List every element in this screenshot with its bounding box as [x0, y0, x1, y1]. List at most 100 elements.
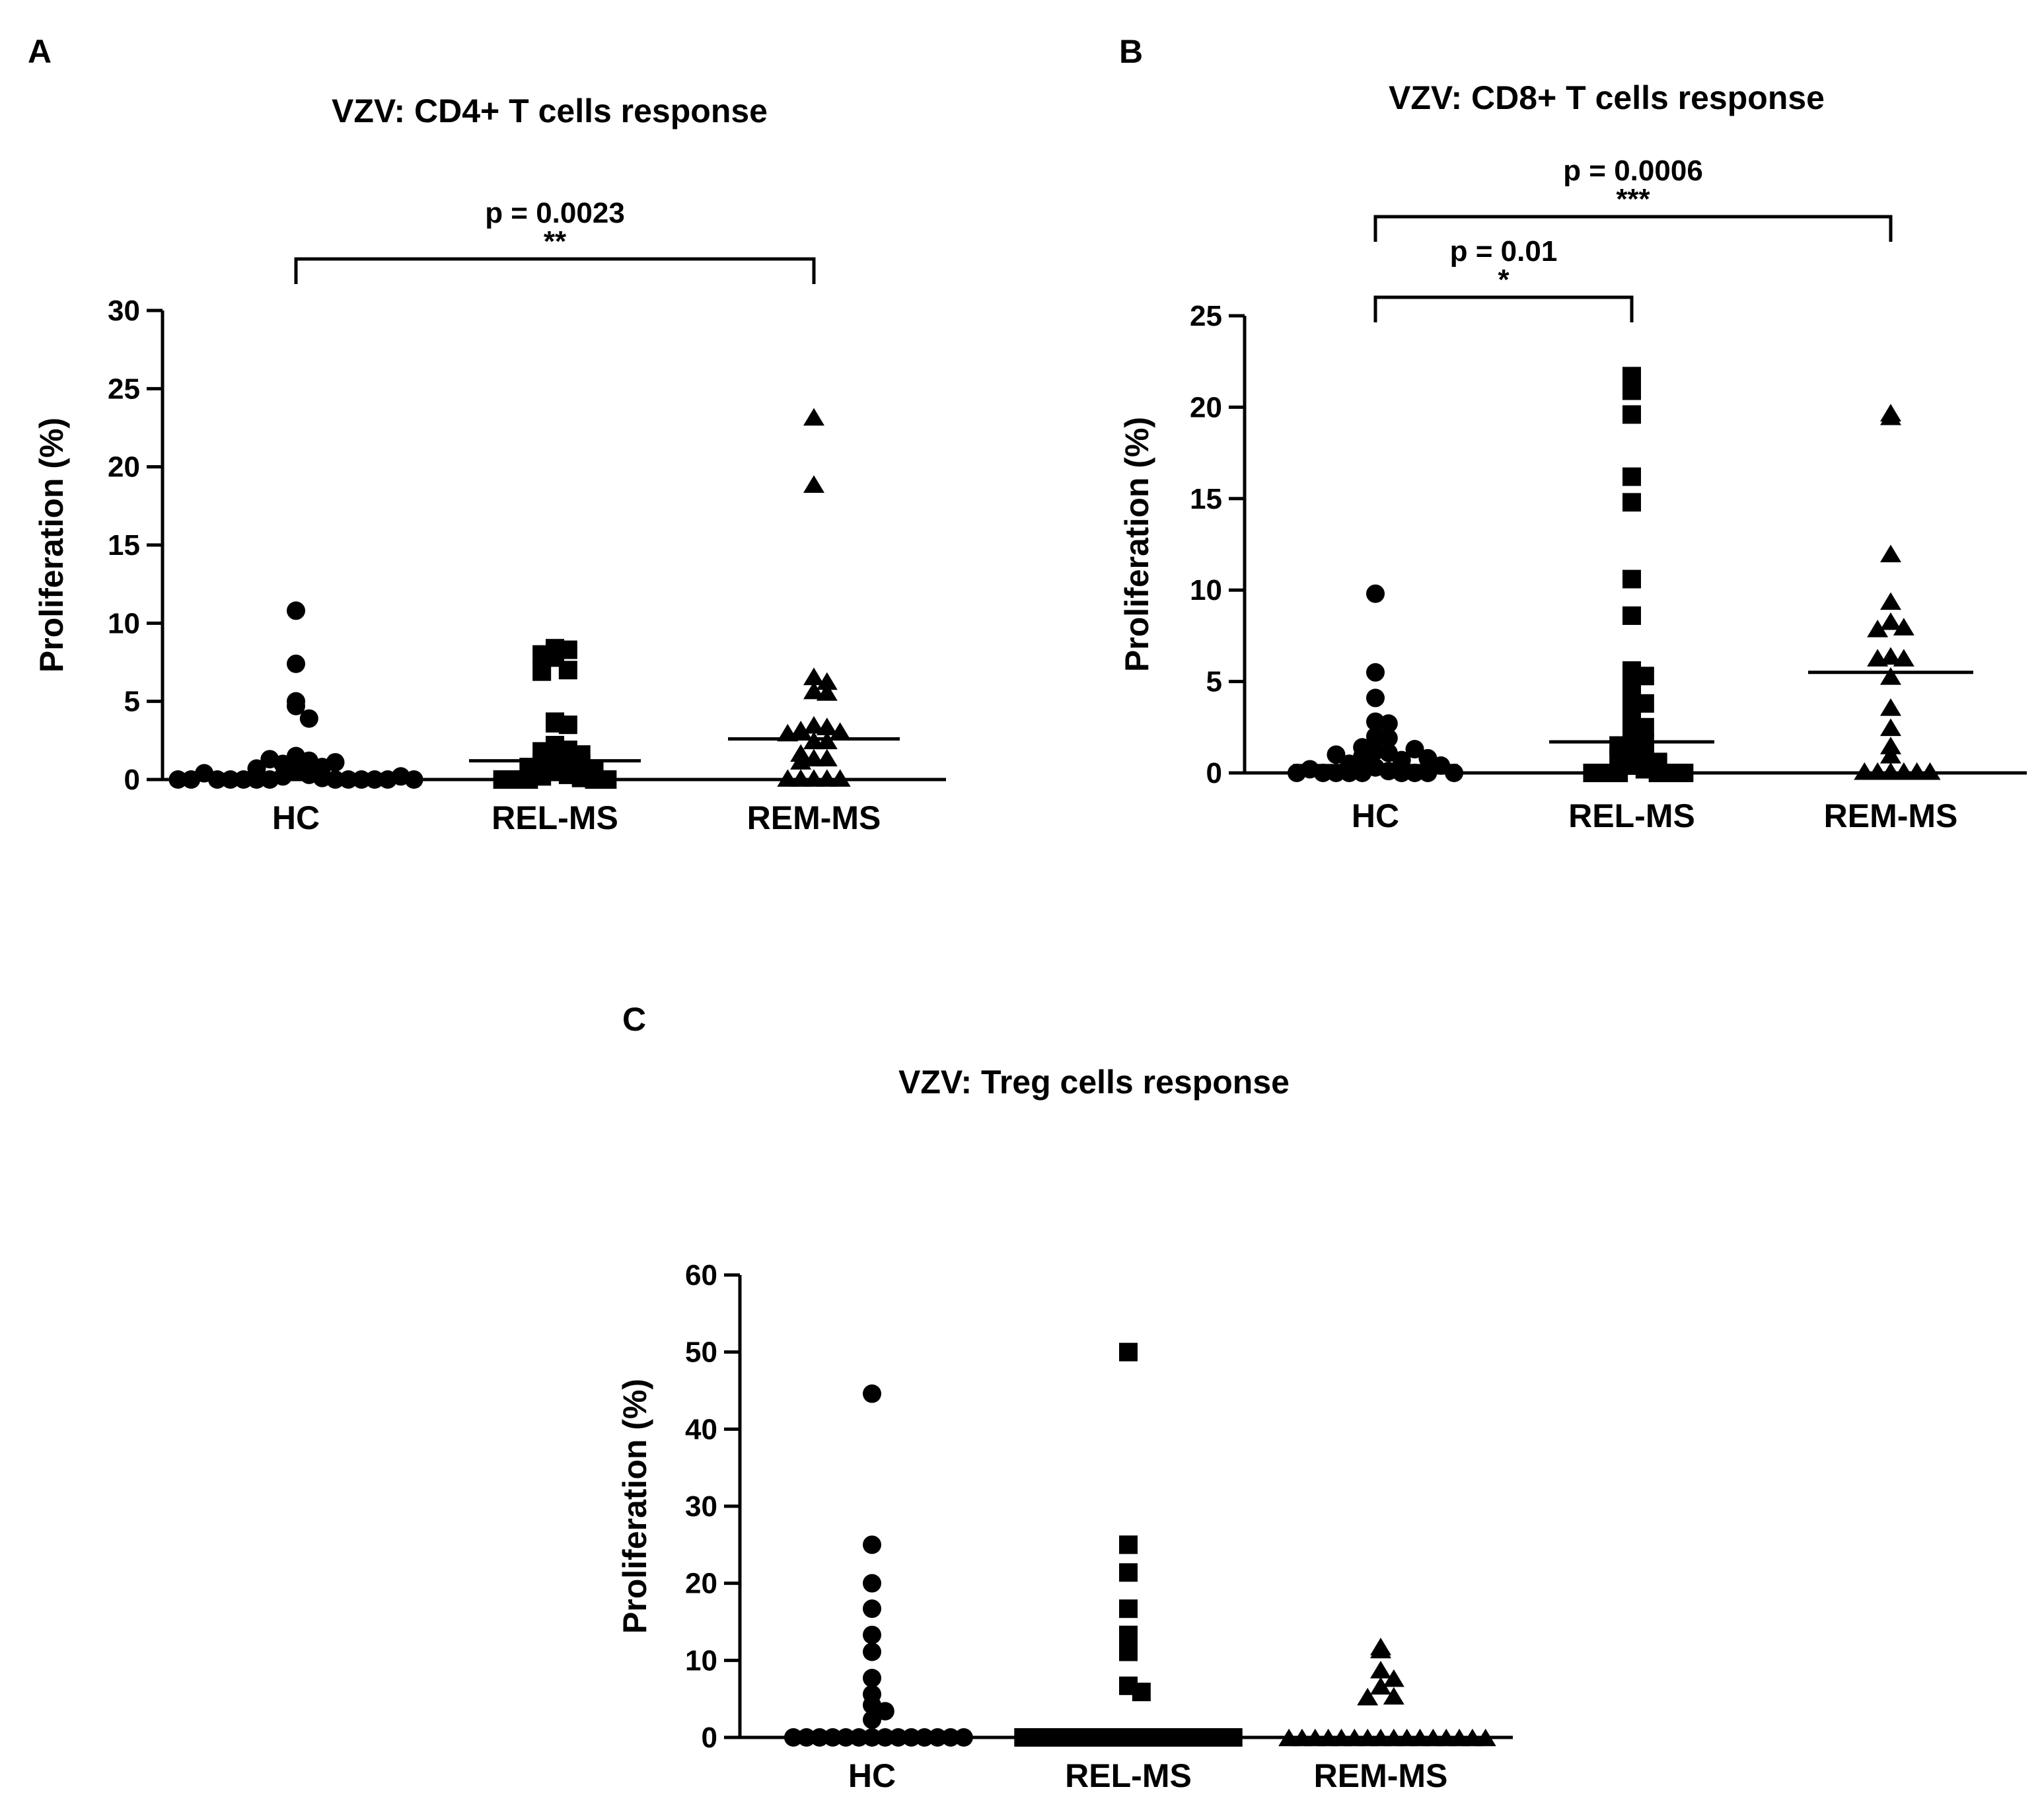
- data-point: [803, 475, 824, 493]
- data-point: [1278, 1728, 1300, 1747]
- data-point: [404, 770, 423, 789]
- data-point: [1675, 764, 1694, 782]
- data-point: [260, 750, 279, 769]
- data-point: [803, 715, 824, 734]
- data-point: [1370, 1661, 1391, 1679]
- panel-label: C: [622, 1001, 646, 1038]
- data-point: [1880, 544, 1901, 563]
- data-point: [1622, 606, 1641, 625]
- x-tick-label: HC: [848, 1757, 896, 1794]
- x-tick-label: REL-MS: [1065, 1757, 1192, 1794]
- x-tick-label: REM-MS: [1824, 797, 1958, 834]
- data-point: [1223, 1728, 1243, 1747]
- y-tick-label: 10: [108, 607, 140, 639]
- data-point: [790, 720, 812, 739]
- data-point: [816, 683, 838, 701]
- y-tick-label: 25: [1190, 300, 1222, 332]
- data-point: [287, 692, 305, 711]
- data-point: [1353, 764, 1372, 782]
- data-point: [1880, 647, 1901, 665]
- data-point: [1366, 688, 1385, 708]
- data-point: [1379, 714, 1398, 733]
- significance-bracket: [1373, 215, 1893, 242]
- data-point: [1353, 738, 1372, 757]
- data-point: [1445, 764, 1464, 782]
- data-point: [1327, 745, 1346, 764]
- y-axis-label: Proliferation (%): [1118, 417, 1155, 672]
- panel-label: B: [1119, 33, 1143, 70]
- data-point: [1583, 764, 1602, 782]
- data-point: [558, 640, 577, 659]
- data-point: [182, 770, 201, 789]
- y-tick-label: 10: [685, 1644, 717, 1677]
- data-point: [1867, 620, 1889, 637]
- data-point: [1609, 736, 1628, 755]
- data-point: [1119, 1599, 1138, 1619]
- y-tick-label: 25: [108, 373, 140, 405]
- data-point: [863, 1710, 881, 1729]
- data-point: [1405, 764, 1424, 782]
- x-tick-label: REM-MS: [1314, 1757, 1448, 1794]
- y-tick-label: 10: [1190, 574, 1222, 606]
- data-point: [546, 712, 564, 731]
- data-point: [863, 1574, 881, 1593]
- data-point: [1622, 467, 1641, 486]
- data-point: [585, 760, 604, 780]
- panel-c: C VZV: Treg cells response 0 10 20 30 40 50 60 Pr…: [616, 1001, 1513, 1794]
- y-tick-label: 5: [1206, 666, 1222, 698]
- chart-title: VZV: CD4+ T cells response: [332, 92, 768, 129]
- data-point: [1370, 1638, 1391, 1656]
- y-tick-label: 50: [685, 1336, 717, 1369]
- data-point: [1880, 746, 1901, 764]
- data-point: [816, 672, 838, 690]
- data-point: [287, 654, 305, 673]
- y-tick-label: 5: [124, 686, 140, 718]
- data-point: [1370, 1677, 1391, 1695]
- data-point: [1854, 762, 1876, 780]
- data-point: [287, 601, 305, 620]
- data-point: [875, 1702, 894, 1721]
- data-point: [1132, 1683, 1151, 1702]
- data-point: [1287, 764, 1306, 782]
- data-point: [1418, 748, 1438, 768]
- data-point: [803, 681, 824, 700]
- y-tick-label: 20: [108, 451, 140, 484]
- data-point: [493, 770, 512, 789]
- y-tick-label: 20: [685, 1568, 717, 1600]
- x-tick-label: HC: [1352, 797, 1399, 834]
- data-point: [1383, 1687, 1404, 1705]
- data-point: [1357, 1687, 1379, 1706]
- panel-label: A: [28, 33, 52, 70]
- data-point: [1635, 667, 1654, 686]
- data-point: [1880, 404, 1901, 422]
- y-tick-label: 0: [1206, 757, 1222, 789]
- data-point: [1867, 649, 1889, 667]
- data-point: [1119, 1625, 1138, 1644]
- data-point: [1893, 618, 1914, 636]
- chart-title: VZV: CD8+ T cells response: [1389, 79, 1825, 116]
- data-point: [863, 1642, 881, 1661]
- data-point: [1880, 737, 1901, 754]
- data-point: [326, 752, 345, 772]
- data-point: [816, 717, 838, 735]
- x-tick-label: REL-MS: [1568, 797, 1695, 834]
- y-tick-label: 40: [685, 1413, 717, 1445]
- data-point: [532, 645, 552, 664]
- data-point: [1475, 1728, 1496, 1747]
- y-axis-label: Proliferation (%): [616, 1379, 653, 1634]
- data-point: [558, 661, 577, 680]
- data-point: [863, 1535, 881, 1554]
- significance-stars: ***: [1616, 183, 1650, 215]
- data-point: [1014, 1728, 1033, 1747]
- data-point: [816, 748, 838, 767]
- data-point: [1405, 740, 1424, 759]
- significance-bracket: [1373, 295, 1634, 322]
- data-point: [1119, 1342, 1138, 1362]
- data-point: [863, 1599, 881, 1619]
- data-point: [1893, 649, 1914, 667]
- data-point: [1119, 1535, 1138, 1554]
- x-tick-label: REM-MS: [747, 799, 881, 836]
- significance-stars: **: [544, 225, 567, 258]
- y-tick-label: 15: [1190, 483, 1222, 515]
- data-point: [532, 742, 552, 761]
